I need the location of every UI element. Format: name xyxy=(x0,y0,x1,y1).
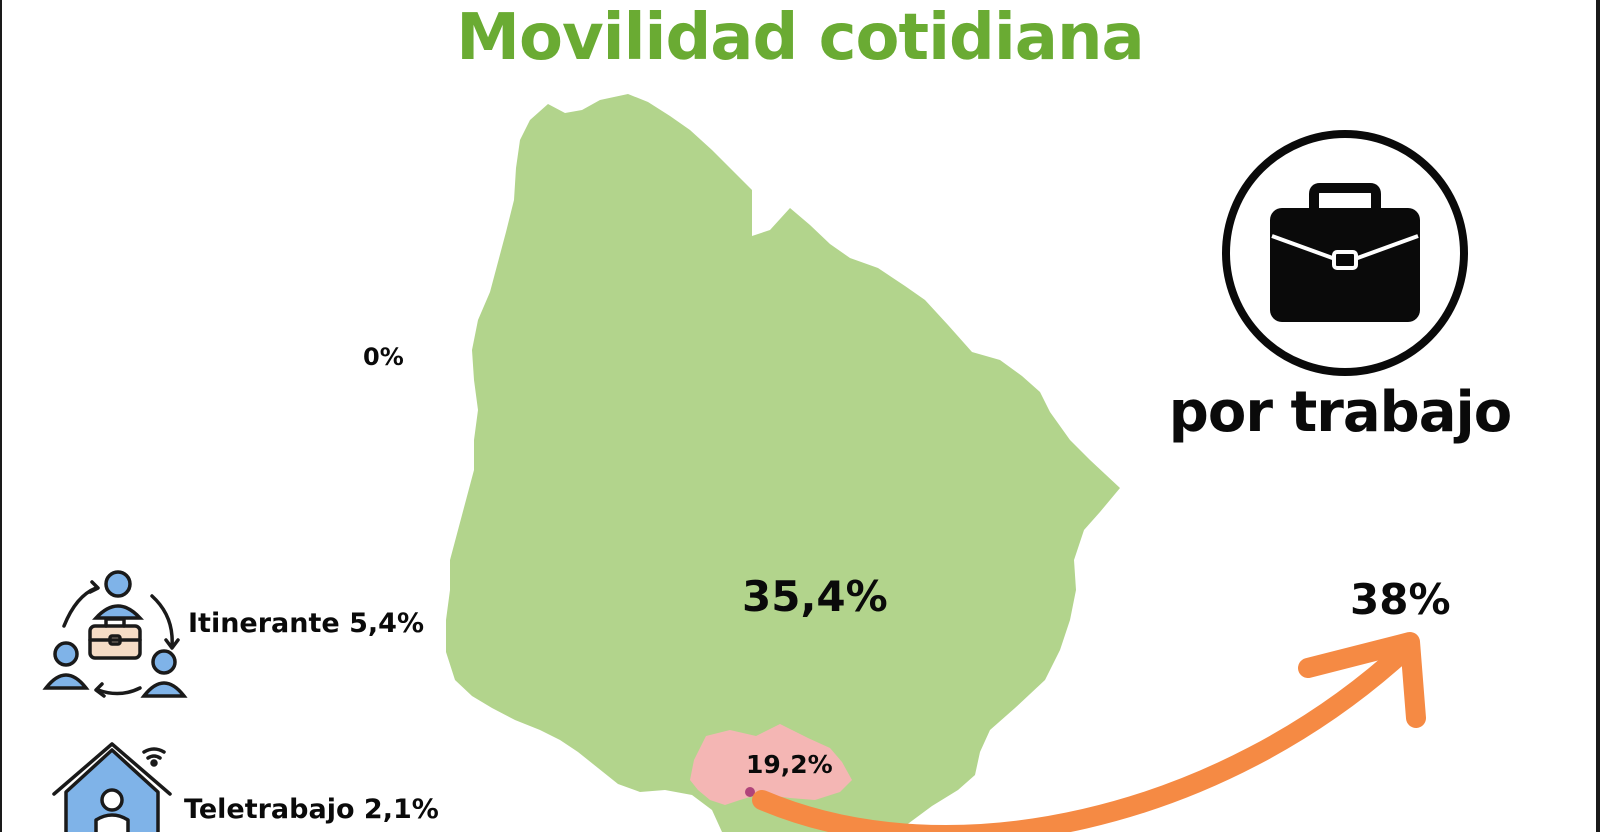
frame-left-edge xyxy=(0,0,2,832)
briefcase-icon xyxy=(1222,130,1468,376)
page-title: Movilidad cotidiana xyxy=(456,1,1144,75)
trend-arrow-head xyxy=(1298,632,1426,728)
trend-arrow-curve xyxy=(752,640,1415,832)
itinerant-label: Itinerante 5,4% xyxy=(188,608,424,639)
remote-work-house-icon xyxy=(52,742,172,832)
country-shape xyxy=(446,94,1120,832)
capital-dot xyxy=(745,787,755,797)
montevideo-percentage: 19,2% xyxy=(746,750,833,779)
frame-right-edge xyxy=(1596,0,1600,832)
region-percentage-zero: 0% xyxy=(363,343,404,371)
montevideo-region xyxy=(690,724,852,805)
category-caption: por trabajo xyxy=(1168,380,1512,445)
work-percentage: 38% xyxy=(1350,575,1451,624)
teleworking-label: Teletrabajo 2,1% xyxy=(184,794,439,825)
itinerant-worker-icon xyxy=(42,570,188,698)
interior-percentage: 35,4% xyxy=(742,572,888,621)
